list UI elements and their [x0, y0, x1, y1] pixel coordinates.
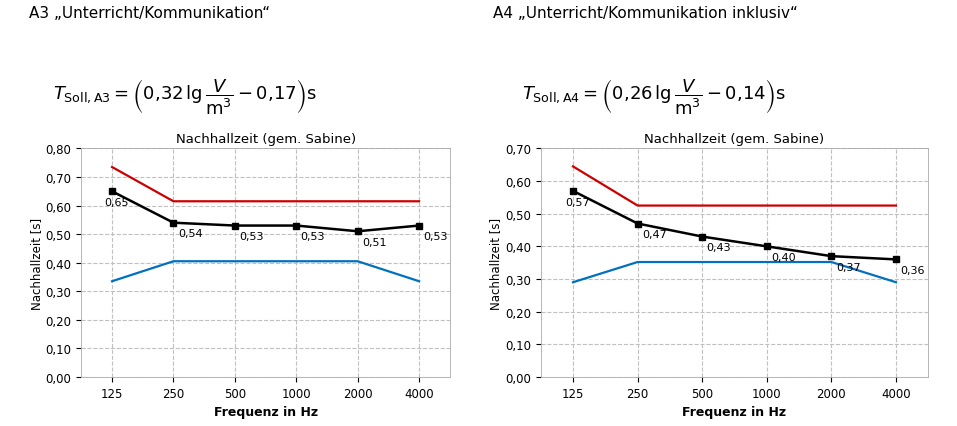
Text: 0,36: 0,36 [901, 265, 925, 276]
X-axis label: Frequenz in Hz: Frequenz in Hz [213, 405, 318, 418]
Title: Nachhallzeit (gem. Sabine): Nachhallzeit (gem. Sabine) [175, 132, 356, 145]
Text: 0,53: 0,53 [239, 232, 264, 242]
Text: 0,47: 0,47 [642, 230, 667, 240]
Text: 0,65: 0,65 [104, 198, 129, 207]
Text: A4 „Unterricht/Kommunikation inklusiv“: A4 „Unterricht/Kommunikation inklusiv“ [493, 6, 798, 21]
Title: Nachhallzeit (gem. Sabine): Nachhallzeit (gem. Sabine) [644, 132, 825, 145]
Text: $T_{\mathrm{Soll,A3}} = \left(0{,}32\,\lg\dfrac{V}{\mathrm{m}^3} - 0{,}17\right): $T_{\mathrm{Soll,A3}} = \left(0{,}32\,\l… [53, 77, 317, 115]
X-axis label: Frequenz in Hz: Frequenz in Hz [682, 405, 787, 418]
Text: 0,57: 0,57 [566, 197, 590, 207]
Y-axis label: Nachhallzeit [s]: Nachhallzeit [s] [489, 217, 502, 309]
Text: 0,51: 0,51 [362, 237, 387, 248]
Text: 0,53: 0,53 [423, 232, 448, 242]
Text: 0,37: 0,37 [835, 262, 860, 272]
Text: 0,40: 0,40 [771, 253, 796, 262]
Text: 0,53: 0,53 [300, 232, 325, 242]
Text: 0,43: 0,43 [706, 243, 731, 253]
Text: A3 „Unterricht/Kommunikation“: A3 „Unterricht/Kommunikation“ [29, 6, 270, 21]
Text: 0,54: 0,54 [178, 229, 202, 239]
Y-axis label: Nachhallzeit [s]: Nachhallzeit [s] [30, 217, 43, 309]
Text: $T_{\mathrm{Soll,A4}} = \left(0{,}26\,\lg\dfrac{V}{\mathrm{m}^3} - 0{,}14\right): $T_{\mathrm{Soll,A4}} = \left(0{,}26\,\l… [522, 77, 786, 115]
